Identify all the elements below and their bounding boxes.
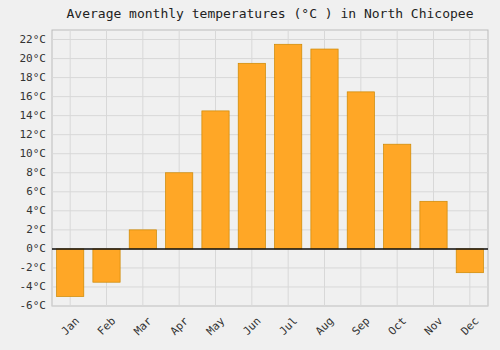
y-tick-label: 6°C (26, 185, 46, 198)
x-tick-label: Jun (240, 315, 263, 338)
bar (93, 249, 120, 282)
plot-frame (52, 30, 488, 306)
y-tick-label: 18°C (20, 71, 47, 84)
y-tick-label: -6°C (20, 299, 47, 312)
x-tick-label: Sep (349, 315, 372, 338)
y-grid-line (52, 134, 488, 135)
chart: Average monthly temperatures (°C ) in No… (0, 0, 500, 350)
y-tick-label: 22°C (20, 33, 47, 46)
y-grid-line (52, 58, 488, 59)
y-tick-label: 12°C (20, 128, 47, 141)
y-tick-label: 20°C (20, 52, 47, 65)
bar (384, 144, 411, 249)
y-tick-label: 16°C (20, 90, 47, 103)
y-grid-line (52, 39, 488, 40)
x-tick-label: Jan (59, 315, 82, 338)
x-tick-label: Jul (277, 315, 300, 338)
x-tick-label: Dec (458, 315, 481, 338)
x-tick-label: May (204, 314, 228, 338)
y-grid-line (52, 172, 488, 173)
x-grid-line (142, 30, 143, 306)
bars (52, 44, 488, 296)
y-tick-label: 2°C (26, 223, 46, 236)
y-tick-label: 14°C (20, 109, 47, 122)
bar (129, 230, 156, 249)
x-tick-label: Apr (168, 314, 192, 338)
title: Average monthly temperatures (°C ) in No… (67, 6, 474, 21)
x-tick-label: Feb (95, 315, 118, 338)
y-grid-line (52, 96, 488, 97)
bar (57, 249, 84, 297)
y-grid-line (52, 306, 488, 307)
y-grid-line (52, 191, 488, 192)
x-grid-line (433, 30, 434, 306)
background (0, 0, 500, 350)
grid (52, 30, 488, 306)
bar (166, 173, 193, 249)
y-tick-label: 8°C (26, 166, 46, 179)
bar (275, 44, 302, 249)
bar (420, 201, 447, 249)
y-tick-label: 4°C (26, 204, 46, 217)
y-tick-label: 0°C (26, 242, 46, 255)
y-grid-line (52, 248, 488, 249)
x-tick-label: Mar (131, 314, 155, 338)
bar (238, 63, 265, 249)
x-tick-label: Oct (386, 315, 409, 338)
y-tick-label: -2°C (20, 261, 47, 274)
y-grid-line (52, 153, 488, 154)
y-grid-line (52, 115, 488, 116)
axes: -6°C -4°C -2°C 0°C 2°C 4°C 6°C 8°C 10°C 12°C 14°C 1… (20, 33, 482, 338)
y-tick-label: -4°C (20, 280, 47, 293)
bar (311, 49, 338, 249)
y-grid-line (52, 286, 488, 287)
x-tick-label: Aug (313, 315, 336, 338)
bar (347, 92, 374, 249)
bar (456, 249, 483, 273)
x-tick-label: Nov (422, 314, 446, 338)
y-grid-line (52, 77, 488, 78)
x-grid-line (179, 30, 180, 306)
y-tick-label: 10°C (20, 147, 47, 160)
bar (202, 111, 229, 249)
zero-line (52, 248, 488, 250)
